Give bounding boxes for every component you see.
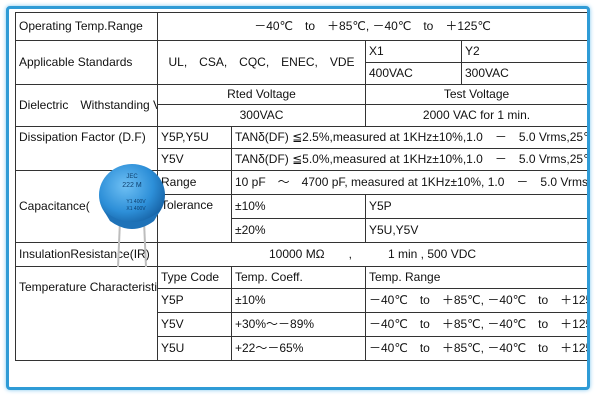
- row-dielectric-b: 300VAC 2000 VAC for 1 min.: [16, 104, 587, 127]
- capacitor-lead-left: [117, 220, 121, 268]
- operating-temp-label: Operating Temp.Range: [15, 12, 158, 41]
- dielectric-test-value: 2000 VAC for 1 min.: [364, 104, 587, 127]
- operating-temp-value: －40℃ to ＋85℃, －40℃ to ＋125℃: [156, 12, 587, 41]
- capacitor-image: JEC 222 M Y1 400V X1 400V: [99, 164, 165, 268]
- capacitor-base: [104, 211, 160, 229]
- standards-y2: Y2: [460, 40, 587, 63]
- temp-code: Y5V: [157, 312, 232, 337]
- capacitor-lead-right: [143, 220, 147, 268]
- table-row: Y5V +30%～－89% －40℃ to ＋85℃, －40℃ to ＋125…: [16, 312, 587, 337]
- capacitance-tol1: ±10%: [231, 194, 366, 219]
- insulation-value: 10000 MΩ , 1 min , 500 VDC: [156, 242, 587, 267]
- temperature-coeff-header: Temp. Coeff.: [231, 266, 366, 289]
- row-capacitance-c: ±20% Y5U,Y5V: [16, 218, 587, 243]
- capacitance-tol2-type: Y5U,Y5V: [364, 218, 587, 243]
- row-dielectric-a: Dielectric Withstanding Voltage Rted Vol…: [15, 84, 587, 127]
- capacitor-marking-4: X1 400V: [126, 206, 146, 212]
- row-temp-header: Temperature Characteristics Type Code Te…: [15, 266, 587, 361]
- dissipation-y5p-y5u: Y5P,Y5U: [157, 126, 232, 149]
- spec-frame: Operating Temp.Range －40℃ to ＋85℃, －40℃ …: [6, 6, 590, 390]
- capacitor-marking-3: Y1 400V: [126, 199, 146, 205]
- capacitance-range-label: Range: [157, 170, 232, 195]
- standards-list: UL, CSA, CQC, ENEC, VDE: [157, 40, 366, 85]
- row-standards-a: Applicable Standards UL, CSA, CQC, ENEC,…: [15, 40, 587, 85]
- standards-label: Applicable Standards: [15, 40, 158, 85]
- capacitor-body: [99, 164, 165, 226]
- capacitor-marking-2: 222 M: [122, 182, 142, 189]
- capacitance-tol2: ±20%: [231, 218, 366, 243]
- table-row: Y5U +22～－65% －40℃ to ＋85℃, －40℃ to ＋125℃: [16, 336, 587, 361]
- dielectric-rated-value: 300VAC: [157, 104, 366, 127]
- dissipation-y5v-value: TANδ(DF) ≦5.0%,measured at 1KHz±10%,1.0 …: [230, 148, 587, 171]
- temp-coeff: +22～－65%: [231, 336, 366, 361]
- temp-range: －40℃ to ＋85℃, －40℃ to ＋125℃: [364, 336, 587, 361]
- temperature-type-header: Type Code: [157, 266, 232, 289]
- standards-y2-voltage: 300VAC: [460, 62, 587, 85]
- spec-table: Operating Temp.Range －40℃ to ＋85℃, －40℃ …: [15, 12, 587, 361]
- temp-range: －40℃ to ＋85℃, －40℃ to ＋125℃: [364, 312, 587, 337]
- temp-coeff: ±10%: [231, 288, 366, 313]
- temperature-range-header: Temp. Range: [364, 266, 587, 289]
- temp-code: Y5P: [157, 288, 232, 313]
- capacitance-tolerance-label: Tolerance: [157, 194, 232, 243]
- row-operating-temp: Operating Temp.Range －40℃ to ＋85℃, －40℃ …: [15, 12, 587, 41]
- dielectric-label: Dielectric Withstanding Voltage: [15, 84, 158, 127]
- capacitance-tol1-type: Y5P: [364, 194, 587, 219]
- dissipation-y5p-y5u-value: TANδ(DF) ≦2.5%,measured at 1KHz±10%,1.0 …: [230, 126, 587, 149]
- standards-x1: X1: [365, 40, 462, 63]
- temp-range: －40℃ to ＋85℃, －40℃ to ＋125℃: [364, 288, 587, 313]
- capacitance-tol1-value: ±10%: [235, 199, 266, 213]
- standards-x1-voltage: 400VAC: [365, 62, 462, 85]
- temp-coeff: +30%～－89%: [231, 312, 366, 337]
- capacitor-marking-1: JEC: [126, 174, 138, 180]
- capacitance-range-value: 10 pF ～ 4700 pF, measured at 1KHz±10%, 1…: [230, 170, 587, 195]
- row-dissipation-a: Dissipation Factor (D.F) Y5P,Y5U TANδ(DF…: [15, 126, 587, 171]
- dielectric-test-header: Test Voltage: [364, 84, 587, 105]
- temp-code: Y5U: [157, 336, 232, 361]
- row-capacitance-b: Tolerance ±10% Y5P: [16, 194, 587, 243]
- dielectric-rated-header: Rted Voltage: [157, 84, 366, 105]
- temperature-label: Temperature Characteristics: [15, 266, 158, 361]
- table-row: Y5P ±10% －40℃ to ＋85℃, －40℃ to ＋125℃: [16, 288, 587, 313]
